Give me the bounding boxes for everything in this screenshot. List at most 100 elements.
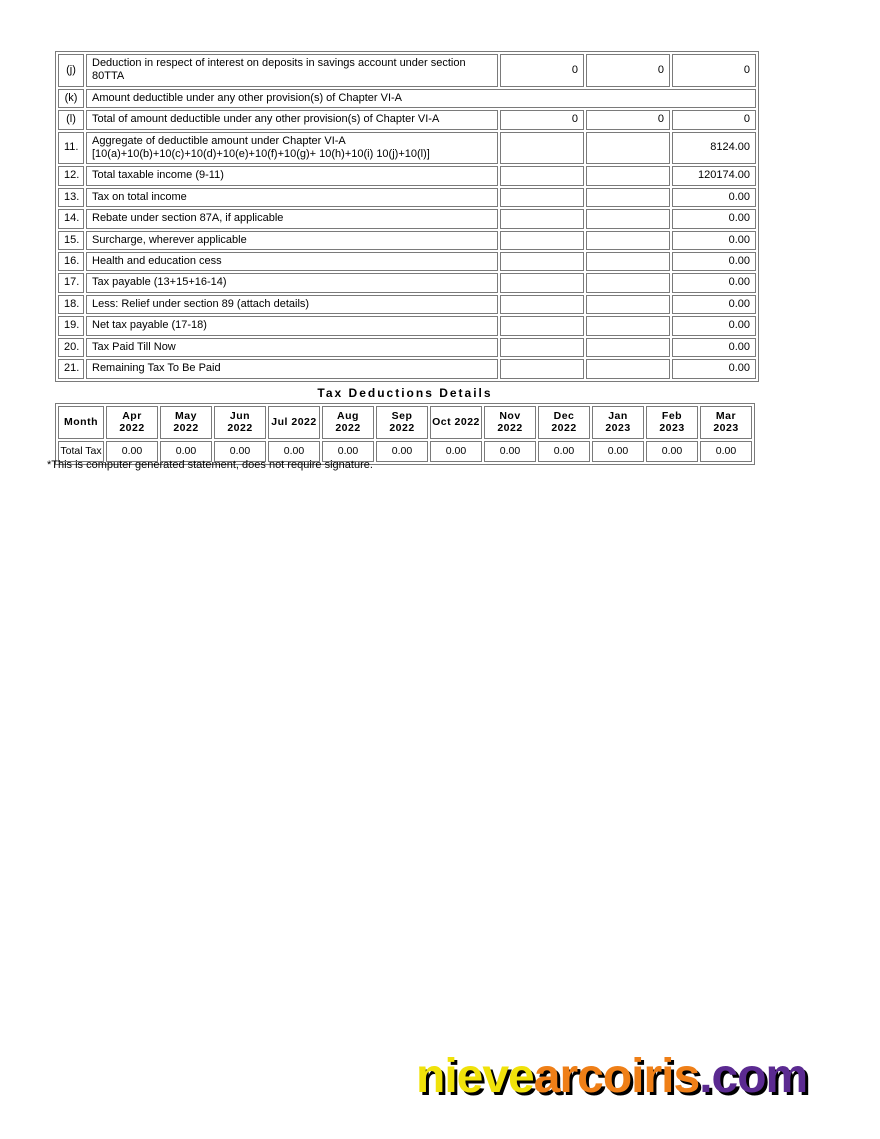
month-header-cell: Jan 2023 [592, 405, 644, 440]
footnote-text: *This is computer generated statement, d… [47, 459, 373, 471]
row-value: 0.00 [672, 316, 756, 336]
row-number: 17. [58, 273, 84, 293]
row-description: Total taxable income (9-11) [86, 166, 498, 186]
month-header-cell: Aug 2022 [322, 405, 374, 440]
row-value [500, 252, 584, 272]
total-tax-row: Total Tax 0.00 0.00 0.00 0.00 0.00 0.00 0.00 0.0… [58, 441, 752, 462]
table-row: (l) Total of amount deductible under any … [58, 110, 756, 130]
month-header-cell: Nov 2022 [484, 405, 536, 440]
row-value: 8124.00 [672, 131, 756, 165]
row-value: 0.00 [672, 359, 756, 379]
row-value: 0 [672, 54, 756, 87]
row-number: (l) [58, 110, 84, 130]
month-column-label: Month [58, 405, 104, 440]
row-value [586, 359, 670, 379]
tax-deductions-title: Tax Deductions Details [317, 385, 493, 400]
month-header-cell: Dec 2022 [538, 405, 590, 440]
month-header-cell: Oct 2022 [430, 405, 482, 440]
tax-value-cell: 0.00 [538, 441, 590, 462]
row-description: Remaining Tax To Be Paid [86, 359, 498, 379]
tax-value-cell: 0.00 [592, 441, 644, 462]
row-description: Total of amount deductible under any oth… [86, 110, 498, 130]
table-row: 15. Surcharge, wherever applicable 0.00 [58, 230, 756, 251]
row-value: 0 [672, 110, 756, 130]
month-header-cell: Mar 2023 [700, 405, 752, 440]
row-number: 18. [58, 294, 84, 315]
row-value: 0.00 [672, 294, 756, 315]
tax-statement: (j) Deduction in respect of interest on d… [55, 51, 759, 465]
table-row: 20. Tax Paid Till Now 0.00 [58, 337, 756, 358]
tax-value-cell: 0.00 [376, 441, 428, 462]
row-description: Aggregate of deductible amount under Cha… [86, 131, 498, 165]
row-number: 16. [58, 252, 84, 272]
table-row: 19. Net tax payable (17-18) 0.00 [58, 316, 756, 336]
row-value [586, 230, 670, 251]
row-description: Deduction in respect of interest on depo… [86, 54, 498, 87]
row-description: Tax Paid Till Now [86, 337, 498, 358]
tax-value-cell: 0.00 [214, 441, 266, 462]
month-header-cell: Sep 2022 [376, 405, 428, 440]
row-value: 0.00 [672, 209, 756, 229]
row-value [586, 209, 670, 229]
table-row: 16. Health and education cess 0.00 [58, 252, 756, 272]
row-number: 14. [58, 209, 84, 229]
row-description: Net tax payable (17-18) [86, 316, 498, 336]
row-number: 20. [58, 337, 84, 358]
table-row: 21. Remaining Tax To Be Paid 0.00 [58, 359, 756, 379]
months-header-row: Month Apr 2022 May 2022 Jun 2022 Jul 2022 Aug… [58, 405, 752, 440]
month-header-cell: Apr 2022 [106, 405, 158, 440]
row-value: 0.00 [672, 187, 756, 208]
row-value: 0.00 [672, 230, 756, 251]
row-number: 13. [58, 187, 84, 208]
month-header-cell: May 2022 [160, 405, 212, 440]
table-row: 18. Less: Relief under section 89 (attach… [58, 294, 756, 315]
row-value [586, 166, 670, 186]
row-value [586, 337, 670, 358]
row-description: Tax payable (13+15+16-14) [86, 273, 498, 293]
tax-value-cell: 0.00 [160, 441, 212, 462]
watermark-logo: nievearcoiris.com [416, 1049, 808, 1104]
row-value [500, 230, 584, 251]
row-number: 15. [58, 230, 84, 251]
row-value: 0 [586, 54, 670, 87]
row-value [500, 273, 584, 293]
total-tax-label: Total Tax [58, 441, 104, 462]
table-row: 14. Rebate under section 87A, if applicab… [58, 209, 756, 229]
row-value [500, 166, 584, 186]
tax-value-cell: 0.00 [430, 441, 482, 462]
table-row: 12. Total taxable income (9-11) 120174.00 [58, 166, 756, 186]
row-description: Less: Relief under section 89 (attach de… [86, 294, 498, 315]
row-value [500, 209, 584, 229]
row-value: 0.00 [672, 273, 756, 293]
tax-value-cell: 0.00 [700, 441, 752, 462]
row-number: 11. [58, 131, 84, 165]
row-value [586, 294, 670, 315]
row-value: 120174.00 [672, 166, 756, 186]
tax-deductions-table: Month Apr 2022 May 2022 Jun 2022 Jul 2022 Aug… [55, 402, 755, 465]
tax-value-cell: 0.00 [646, 441, 698, 462]
row-number: 12. [58, 166, 84, 186]
row-value [586, 131, 670, 165]
row-value: 0.00 [672, 337, 756, 358]
table-row: 17. Tax payable (13+15+16-14) 0.00 [58, 273, 756, 293]
table-row: (k) Amount deductible under any other pro… [58, 88, 756, 109]
tax-value-cell: 0.00 [268, 441, 320, 462]
month-header-cell: Jun 2022 [214, 405, 266, 440]
row-description: Health and education cess [86, 252, 498, 272]
tax-value-cell: 0.00 [106, 441, 158, 462]
table-row: 13. Tax on total income 0.00 [58, 187, 756, 208]
row-number: 19. [58, 316, 84, 336]
month-header-cell: Feb 2023 [646, 405, 698, 440]
watermark-segment: nieve [416, 1050, 535, 1103]
row-description: Rebate under section 87A, if applicable [86, 209, 498, 229]
row-value [500, 131, 584, 165]
table-row: (j) Deduction in respect of interest on d… [58, 54, 756, 87]
row-value [586, 252, 670, 272]
row-number: (k) [58, 88, 84, 109]
row-value: 0 [586, 110, 670, 130]
row-value [500, 294, 584, 315]
row-value: 0 [500, 54, 584, 87]
row-value [500, 187, 584, 208]
row-number: 21. [58, 359, 84, 379]
